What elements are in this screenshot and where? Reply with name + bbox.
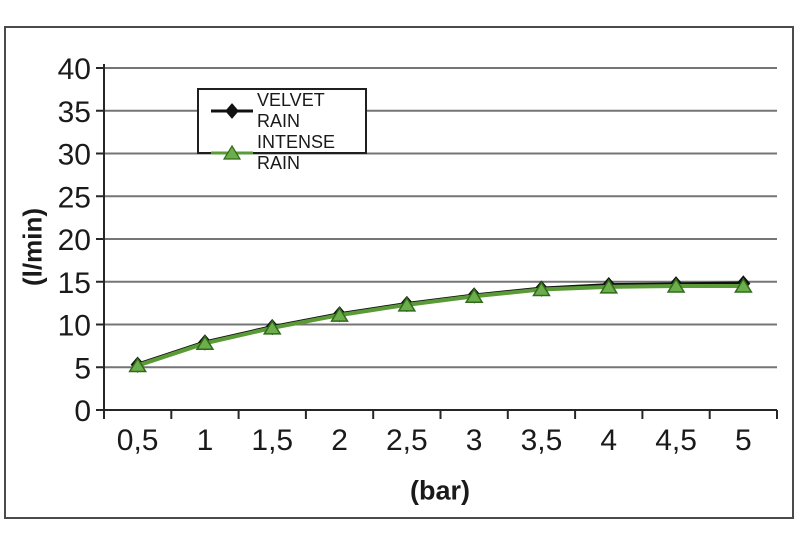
svg-text:4: 4	[600, 424, 617, 457]
velvet-rain-series-marker-icon	[211, 103, 253, 119]
svg-text:40: 40	[58, 53, 91, 86]
svg-text:4,5: 4,5	[655, 424, 697, 457]
svg-text:3: 3	[466, 424, 483, 457]
svg-text:10: 10	[58, 310, 91, 343]
legend-item-intense-rain: INTENSE RAIN	[209, 132, 365, 174]
legend-item-velvet-rain: VELVET RAIN	[209, 90, 365, 132]
chart-frame	[4, 26, 794, 519]
svg-text:1,5: 1,5	[251, 424, 293, 457]
svg-text:1: 1	[197, 424, 214, 457]
svg-text:2,5: 2,5	[386, 424, 428, 457]
x-axis-title: (bar)	[410, 475, 470, 506]
svg-text:0,5: 0,5	[117, 424, 159, 457]
y-axis-title: (l/min)	[17, 208, 48, 286]
legend: VELVET RAIN INTENSE RAIN	[197, 88, 367, 173]
svg-text:25: 25	[58, 181, 91, 214]
svg-text:5: 5	[735, 424, 752, 457]
svg-text:2: 2	[331, 424, 348, 457]
svg-text:3,5: 3,5	[521, 424, 563, 457]
svg-text:20: 20	[58, 224, 91, 257]
intense-rain-series-marker-icon	[211, 144, 253, 160]
svg-text:35: 35	[58, 96, 91, 129]
svg-text:15: 15	[58, 267, 91, 300]
svg-text:30: 30	[58, 139, 91, 172]
svg-text:5: 5	[74, 352, 91, 385]
legend-item-label: VELVET RAIN	[257, 90, 325, 131]
legend-item-label: INTENSE RAIN	[257, 132, 336, 173]
svg-text:0: 0	[74, 395, 91, 428]
